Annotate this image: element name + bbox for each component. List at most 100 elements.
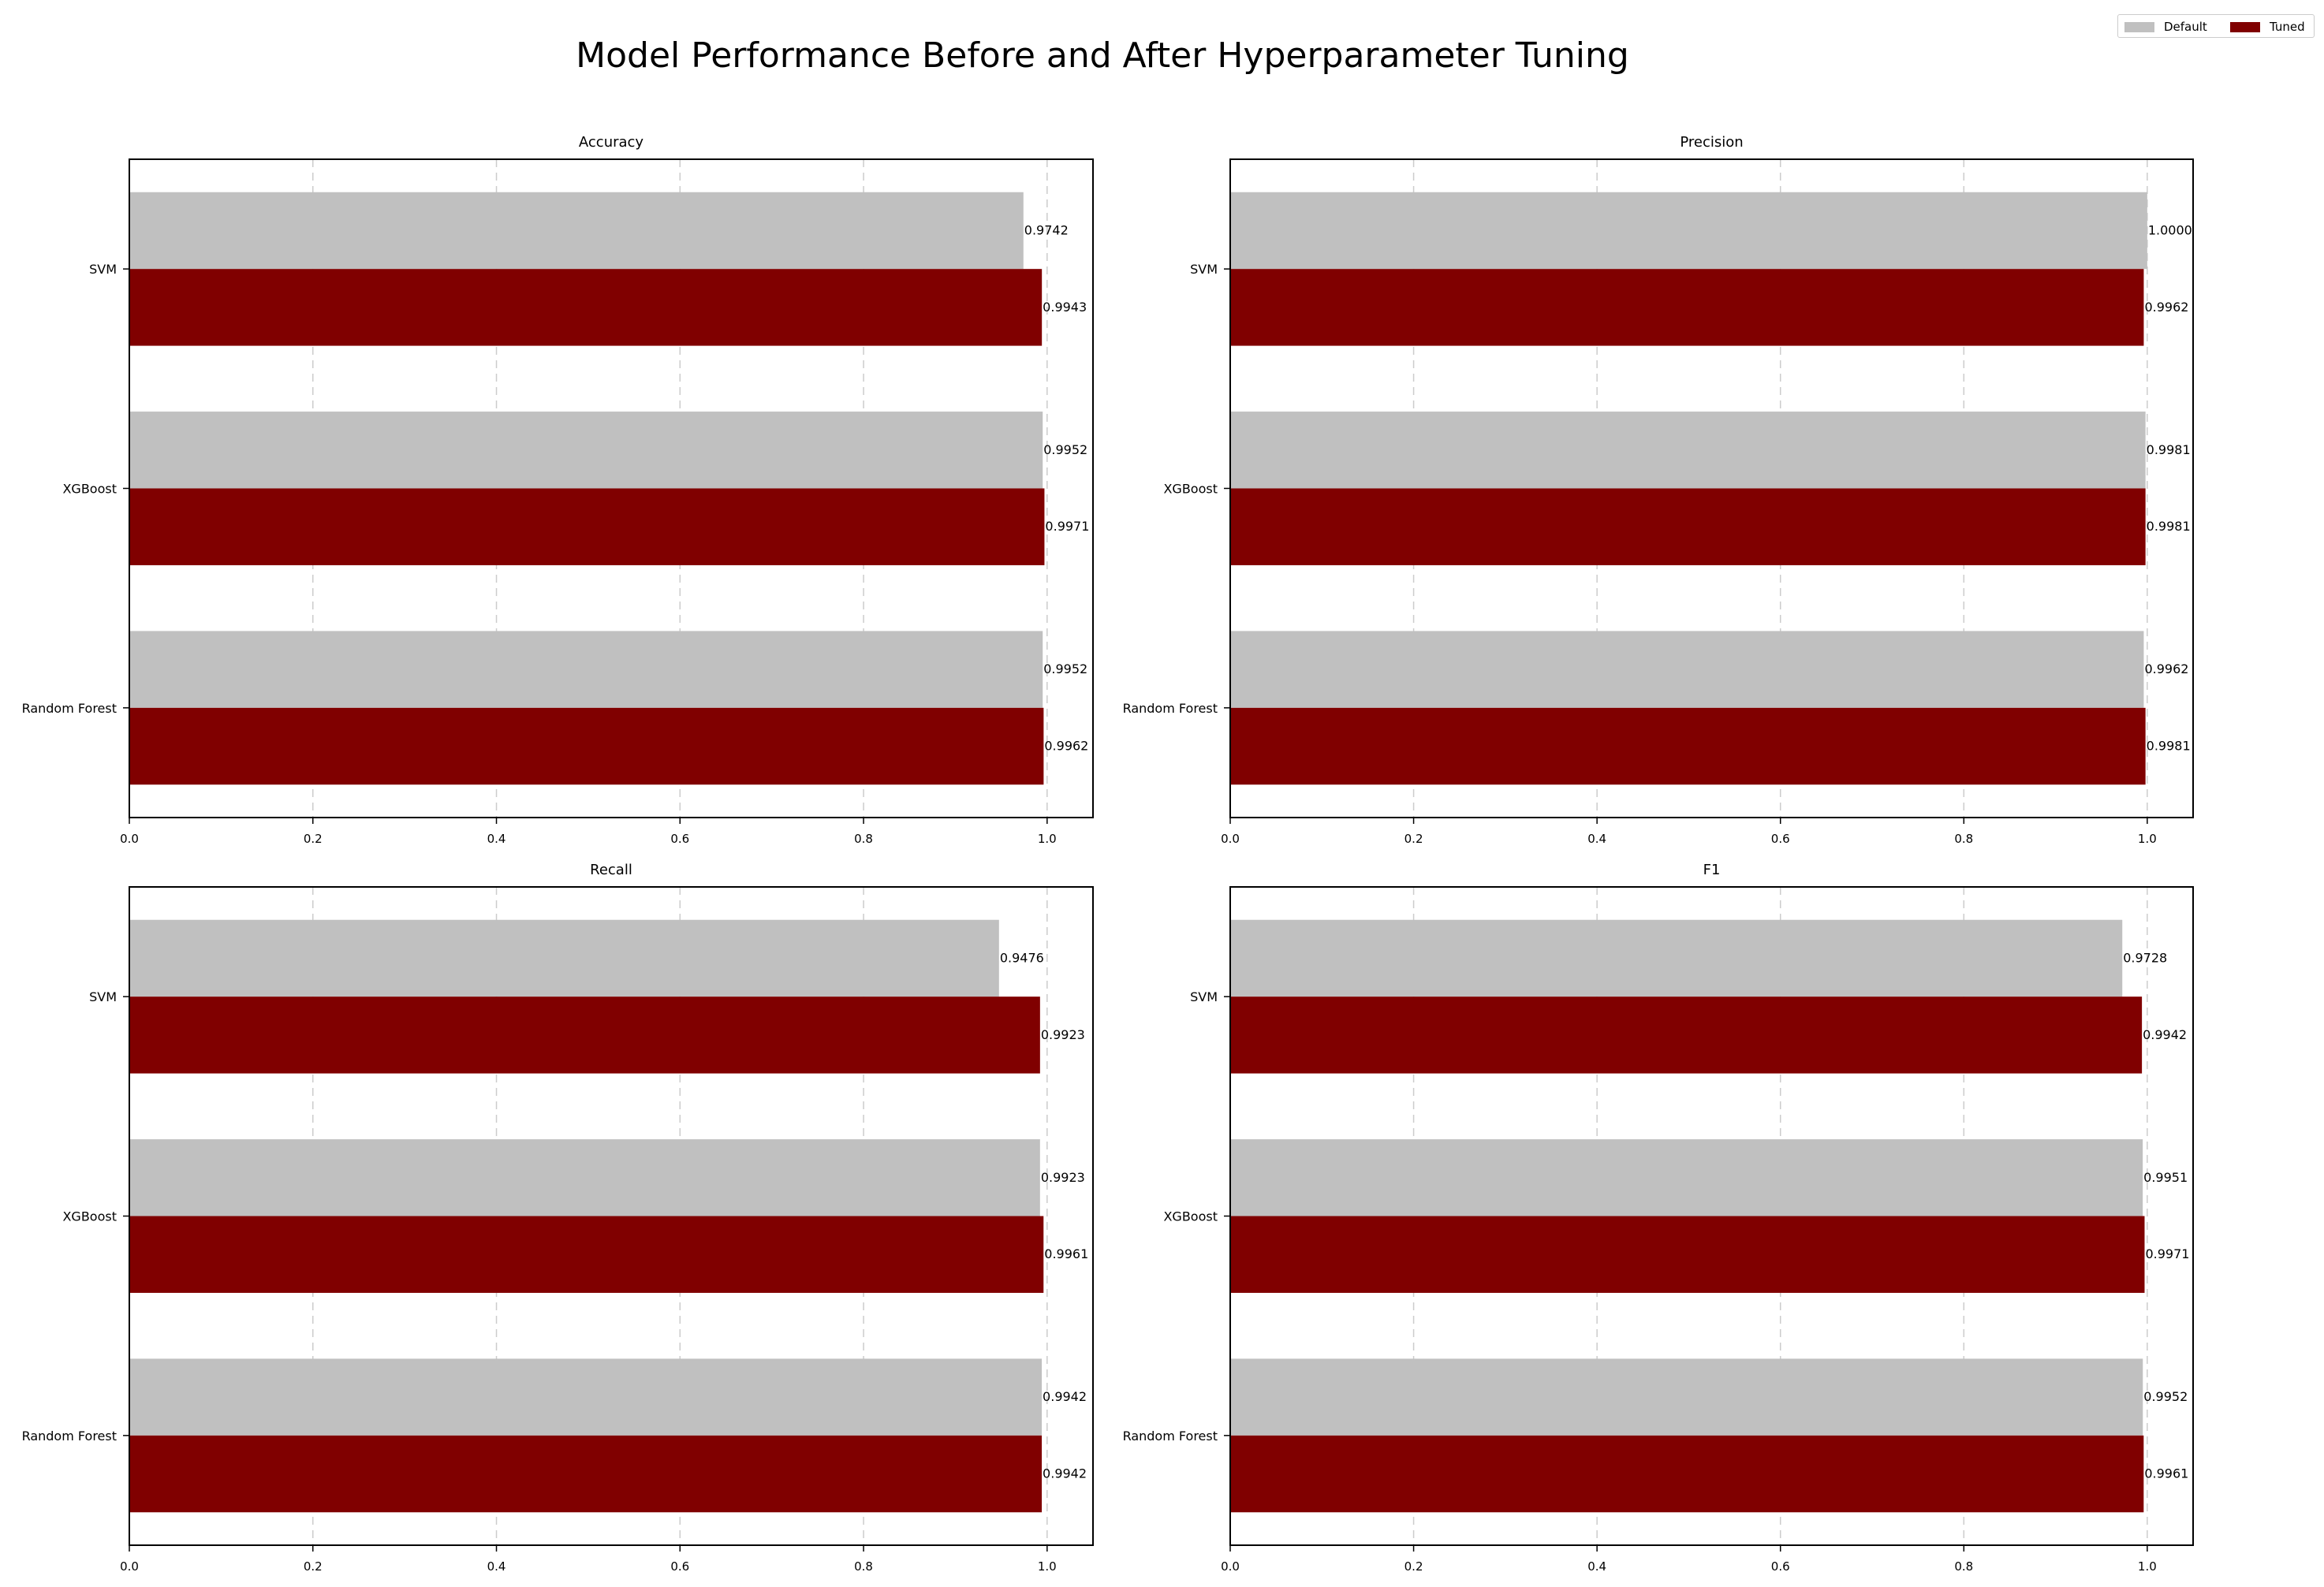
legend-svg: Default Tuned [2124, 20, 2305, 34]
axes-frame [1229, 886, 2194, 1546]
bar-default [129, 919, 999, 997]
data-label: 0.9942 [1043, 1466, 1087, 1481]
legend-label-default: Default [2164, 20, 2207, 34]
x-tick-label: 0.4 [487, 1559, 506, 1574]
x-tick-label: 0.2 [304, 832, 323, 846]
x-tick-label: 0.0 [120, 832, 139, 846]
legend-swatch-tuned [2230, 22, 2260, 32]
x-tick-label: 1.0 [1038, 832, 1057, 846]
x-tick-label: 0.6 [670, 832, 689, 846]
x-tick-label: 1.0 [2138, 832, 2157, 846]
y-tick-label: SVM [1190, 989, 1218, 1004]
subplot-title: Recall [590, 862, 632, 878]
data-label: 0.9971 [2145, 1246, 2189, 1261]
x-tick-label: 0.0 [1221, 1559, 1240, 1574]
y-tick-label: Random Forest [22, 701, 117, 716]
bar-tuned [1230, 269, 2144, 346]
bar-tuned [129, 707, 1044, 785]
legend-swatch-default [2124, 22, 2154, 32]
subplot-accuracy: 0.0 0.2 0.4 0.6 0.8 1.0 0.9742 0.9943 SVM 0.9952 0… [22, 134, 1094, 846]
data-label: 0.9942 [1043, 1389, 1087, 1404]
data-label: 0.9962 [2144, 661, 2188, 676]
data-label: 0.9981 [2147, 442, 2191, 457]
x-tick-label: 1.0 [1038, 1559, 1057, 1574]
x-tick-label: 0.4 [487, 832, 506, 846]
axes-frame [129, 158, 1094, 818]
data-label: 0.9728 [2123, 950, 2167, 965]
x-tick-label: 0.6 [670, 1559, 689, 1574]
bar-default [129, 1139, 1040, 1216]
data-label: 0.9981 [2147, 519, 2191, 534]
bar-tuned [129, 269, 1043, 346]
data-label: 0.9961 [1044, 1246, 1088, 1261]
y-tick-label: XGBoost [62, 482, 117, 497]
x-tick-label: 0.8 [1954, 1559, 1973, 1574]
x-tick-label: 0.8 [1954, 832, 1973, 846]
bar-default [1230, 919, 2123, 997]
x-tick-label: 0.0 [120, 1559, 139, 1574]
data-label: 0.9962 [1044, 739, 1088, 754]
data-label: 0.9952 [2143, 1389, 2188, 1404]
x-tick-label: 0.0 [1221, 832, 1240, 846]
subplot-f1: 0.0 0.2 0.4 0.6 0.8 1.0 0.9728 0.9942 SVM 0.9951 0… [1123, 862, 2194, 1574]
bar-default [1230, 1358, 2143, 1436]
data-label: 0.9942 [2143, 1027, 2187, 1042]
data-label: 0.9951 [2143, 1170, 2188, 1185]
x-tick-label: 0.2 [304, 1559, 323, 1574]
data-label: 0.9981 [2147, 739, 2191, 754]
y-tick-label: XGBoost [1163, 482, 1218, 497]
x-tick-label: 0.8 [854, 1559, 873, 1574]
bar-default [1230, 192, 2147, 270]
subplot-grid: 0.0 0.2 0.4 0.6 0.8 1.0 0.9742 0.9943 SVM 0.9952 0… [22, 134, 2194, 1574]
y-tick-label: SVM [1190, 262, 1218, 277]
x-tick-label: 0.4 [1587, 832, 1606, 846]
data-label: 0.9952 [1043, 661, 1087, 676]
data-label: 0.9971 [1045, 519, 1089, 534]
data-label: 0.9962 [2144, 300, 2188, 315]
x-tick-label: 0.6 [1771, 832, 1790, 846]
bar-tuned [129, 1216, 1044, 1293]
legend: Default Tuned [2117, 14, 2315, 38]
data-label: 0.9943 [1043, 300, 1087, 315]
axes-frame [129, 886, 1094, 1546]
bar-default [129, 412, 1043, 489]
data-label: 0.9961 [2144, 1466, 2188, 1481]
x-tick-label: 0.8 [854, 832, 873, 846]
data-label: 0.9742 [1024, 222, 1069, 237]
y-tick-label: XGBoost [62, 1209, 117, 1224]
data-label: 0.9952 [1043, 442, 1087, 457]
subplot-precision: 0.0 0.2 0.4 0.6 0.8 1.0 1.0000 0.9962 SVM 0.9981 0… [1123, 134, 2194, 846]
bar-default [129, 1358, 1043, 1436]
subplot-title: F1 [1703, 862, 1721, 878]
bar-default [129, 192, 1024, 270]
x-tick-label: 0.2 [1404, 832, 1423, 846]
bar-tuned [1230, 1216, 2145, 1293]
data-label: 0.9923 [1041, 1027, 1085, 1042]
bar-default [129, 631, 1043, 708]
y-tick-label: Random Forest [1123, 1429, 1218, 1444]
bar-tuned [129, 997, 1040, 1074]
y-tick-label: Random Forest [22, 1429, 117, 1444]
bar-tuned [1230, 488, 2146, 565]
legend-label-tuned: Tuned [2269, 20, 2305, 34]
bar-default [1230, 1139, 2143, 1216]
bar-default [1230, 412, 2146, 489]
y-tick-label: XGBoost [1163, 1209, 1218, 1224]
axes-frame [1229, 158, 2194, 818]
data-label: 0.9476 [1000, 950, 1044, 965]
x-tick-label: 1.0 [2138, 1559, 2157, 1574]
data-label: 0.9923 [1041, 1170, 1085, 1185]
subplot-recall: 0.0 0.2 0.4 0.6 0.8 1.0 0.9476 0.9923 SVM 0.9923 0… [22, 862, 1094, 1574]
figure-title: Model Performance Before and After Hyper… [576, 35, 1629, 76]
bar-default [1230, 631, 2144, 708]
bar-tuned [1230, 1435, 2144, 1513]
y-tick-label: SVM [89, 989, 117, 1004]
subplot-title: Accuracy [579, 134, 644, 151]
x-tick-label: 0.6 [1771, 1559, 1790, 1574]
bar-tuned [1230, 997, 2143, 1074]
y-tick-label: Random Forest [1123, 701, 1218, 716]
x-tick-label: 0.2 [1404, 1559, 1423, 1574]
data-label: 1.0000 [2148, 222, 2192, 237]
bar-tuned [129, 1435, 1043, 1513]
